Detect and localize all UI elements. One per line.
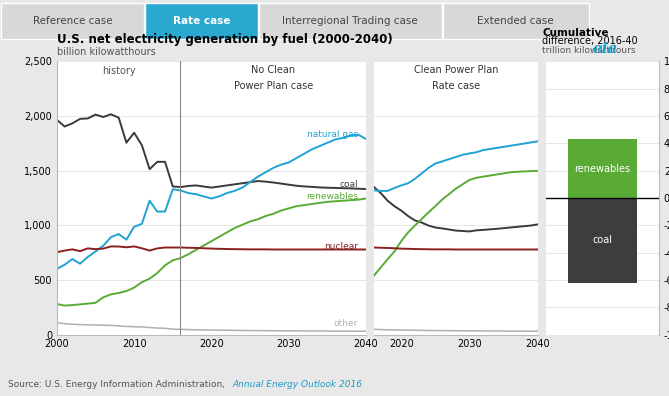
Text: Rate case: Rate case xyxy=(173,15,230,25)
Text: history: history xyxy=(102,67,136,76)
Text: No Clean: No Clean xyxy=(251,65,295,75)
Text: Interregional Trading case: Interregional Trading case xyxy=(282,15,418,25)
Text: Reference case: Reference case xyxy=(33,15,112,25)
Text: Cumulative: Cumulative xyxy=(543,28,609,38)
Bar xyxy=(568,198,637,283)
Text: nuclear: nuclear xyxy=(324,242,358,251)
Text: natural gas: natural gas xyxy=(307,130,358,139)
Text: difference, 2016-40: difference, 2016-40 xyxy=(543,36,638,46)
Text: U.S. net electricity generation by fuel (2000-2040): U.S. net electricity generation by fuel … xyxy=(57,32,393,46)
Text: trillion kilowatthours: trillion kilowatthours xyxy=(543,46,636,55)
Text: eia: eia xyxy=(592,42,617,55)
Bar xyxy=(568,139,637,198)
Bar xyxy=(259,4,442,39)
Text: renewables: renewables xyxy=(306,192,358,202)
Text: Annual Energy Outlook 2016: Annual Energy Outlook 2016 xyxy=(232,380,362,389)
Text: renewables: renewables xyxy=(574,164,630,173)
Text: coal: coal xyxy=(340,181,358,189)
Bar xyxy=(145,4,258,39)
Text: Clean Power Plan: Clean Power Plan xyxy=(413,65,498,75)
Text: coal: coal xyxy=(592,235,612,246)
Text: Rate case: Rate case xyxy=(432,81,480,91)
Text: Extended case: Extended case xyxy=(478,15,554,25)
Text: other: other xyxy=(334,319,358,328)
Text: Source: U.S. Energy Information Administration,: Source: U.S. Energy Information Administ… xyxy=(8,380,228,389)
Bar xyxy=(1,4,144,39)
Text: billion kilowatthours: billion kilowatthours xyxy=(57,48,156,57)
Text: Power Plan case: Power Plan case xyxy=(233,81,313,91)
Bar xyxy=(443,4,589,39)
